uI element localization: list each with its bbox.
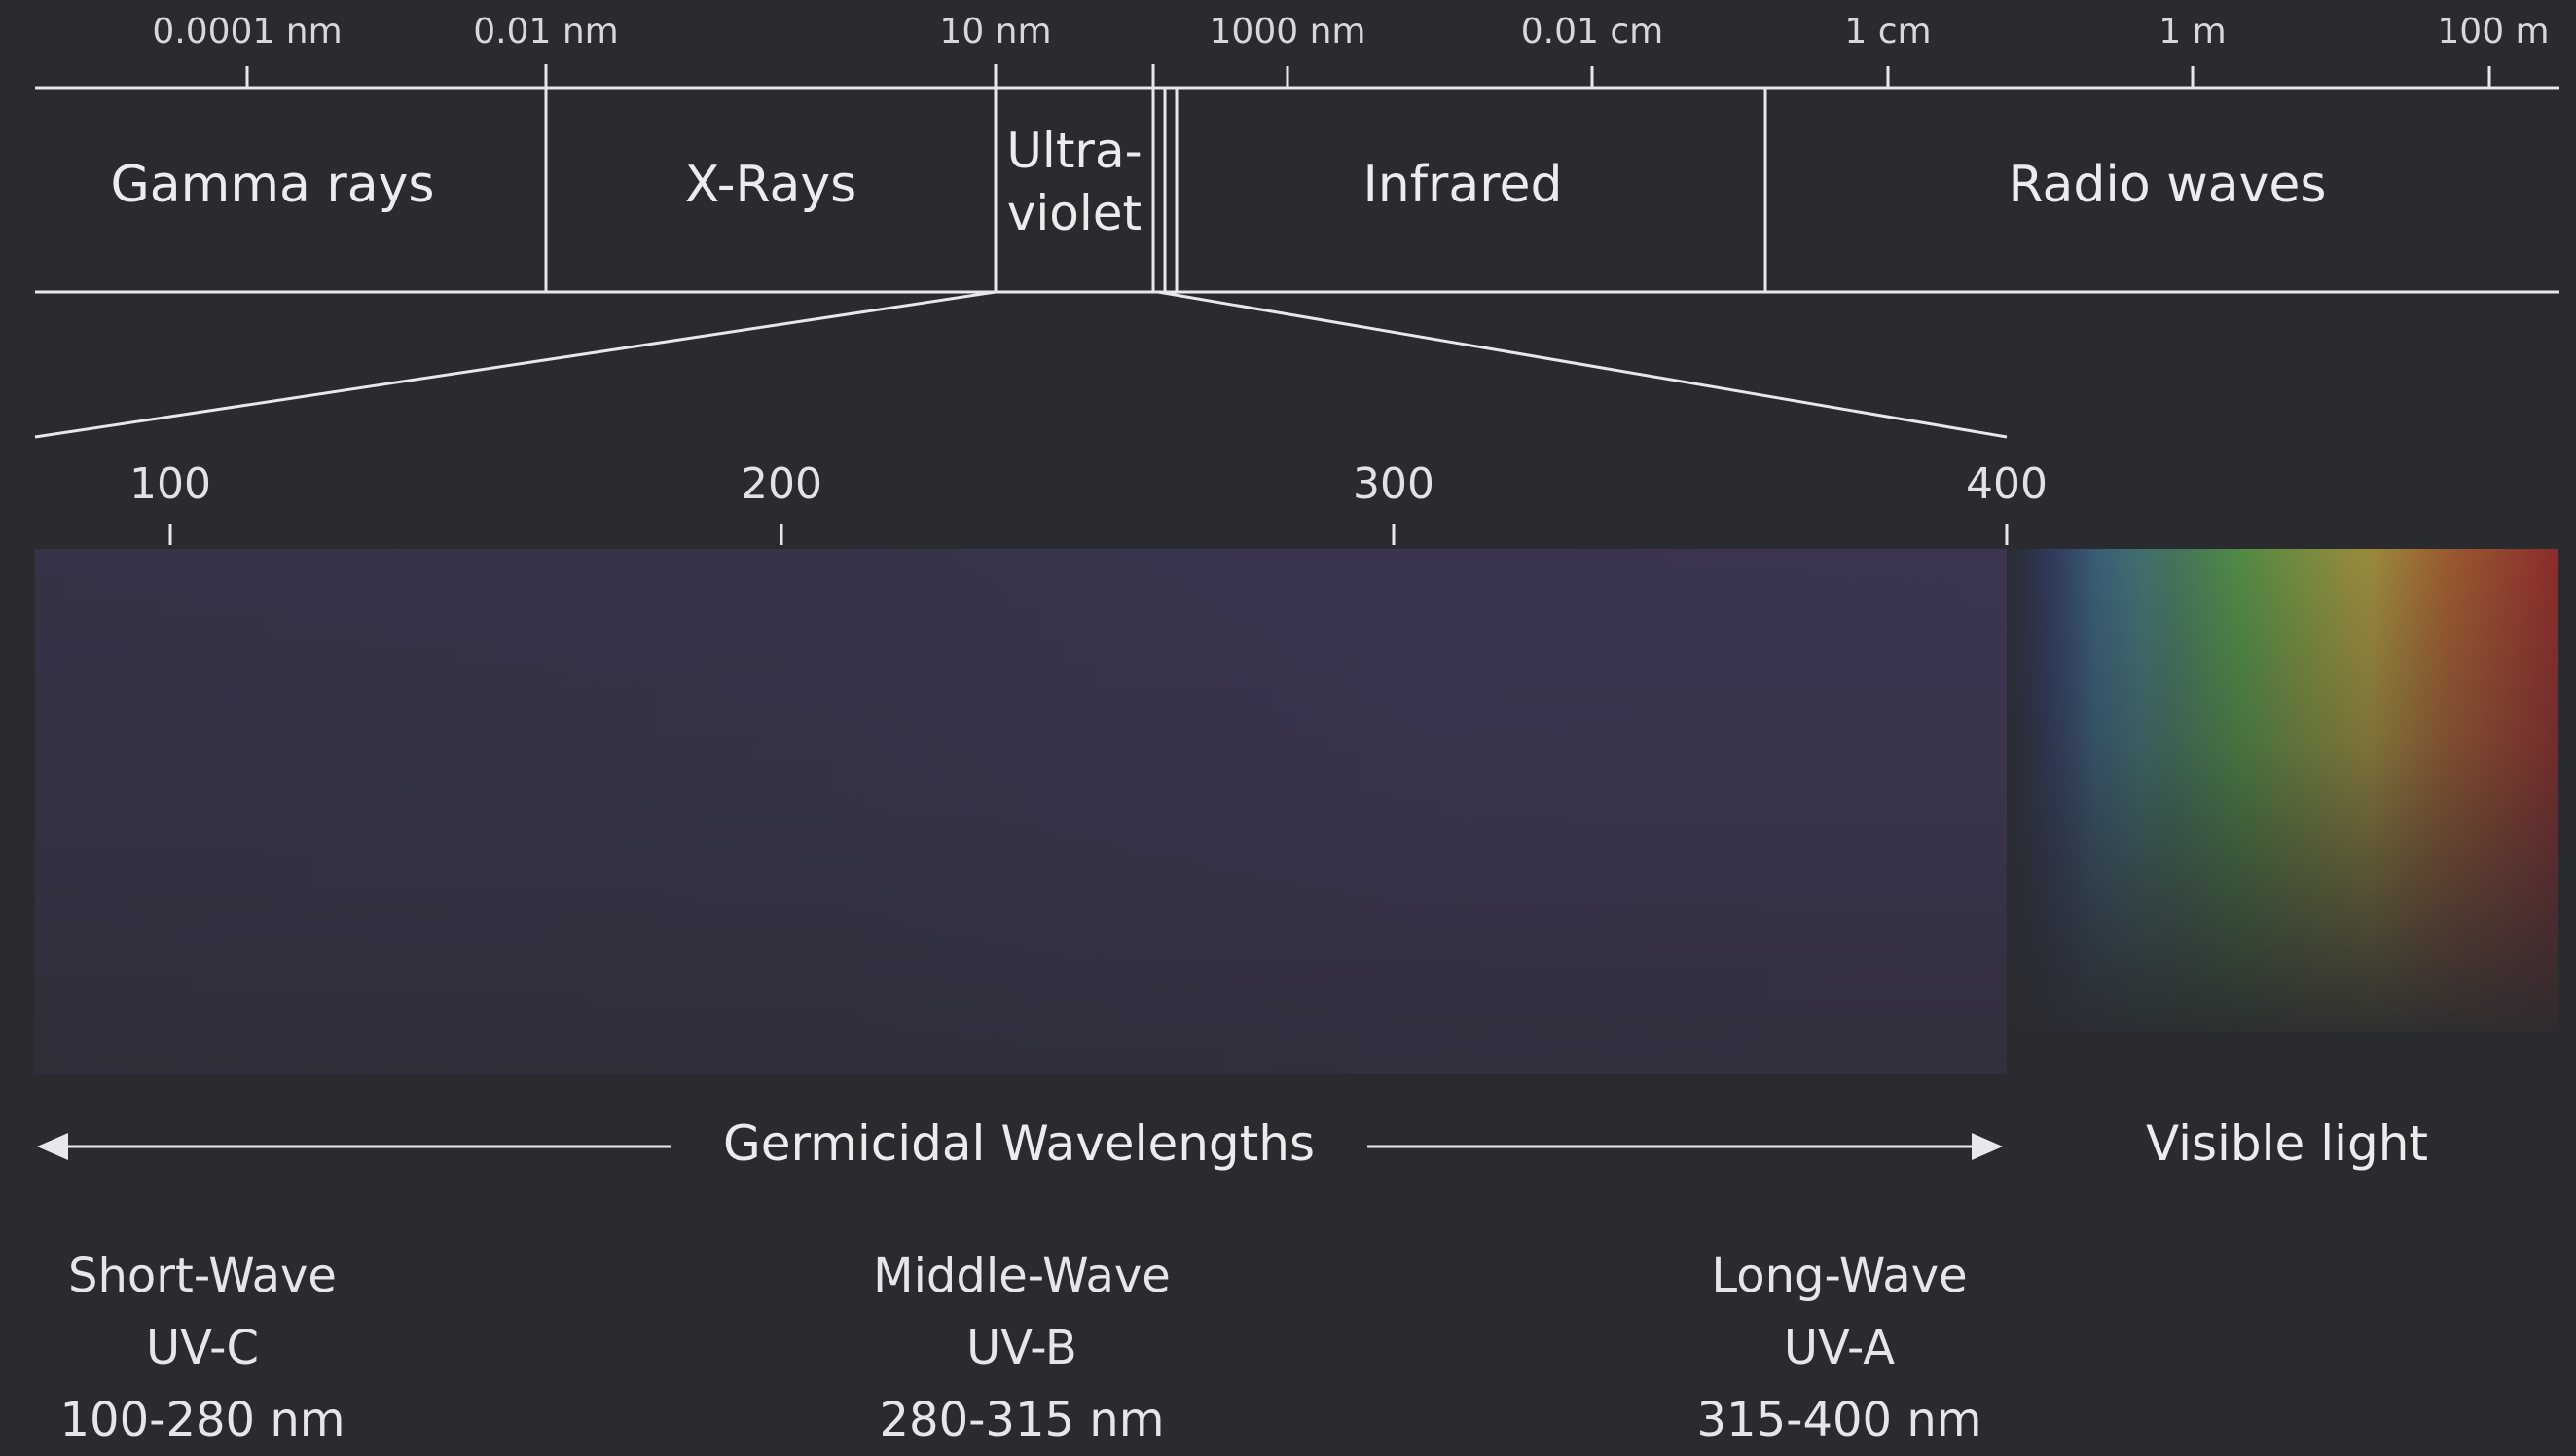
scale-label: 100 m	[2437, 12, 2550, 52]
scale-label: 0.0001 nm	[152, 12, 343, 52]
scale-label: 1 m	[2159, 12, 2227, 52]
category-range: 315-400 nm	[1696, 1393, 1982, 1447]
arrow-head-right	[1972, 1133, 2003, 1160]
scale-label: 1000 nm	[1209, 12, 1366, 52]
uv-tick-label: 200	[741, 459, 822, 509]
uv-spectrum-shade	[35, 549, 2007, 1074]
band-label-gamma: Gamma rays	[110, 156, 435, 214]
scale-label: 0.01 nm	[473, 12, 619, 52]
uv-b-category: Middle-Wave UV-B 280-315 nm	[873, 1240, 1171, 1456]
category-name: Long-Wave	[1711, 1249, 1968, 1303]
band-label-infrared: Infrared	[1362, 156, 1563, 214]
visible-light-label: Visible light	[2145, 1115, 2429, 1172]
band-label-radio: Radio waves	[2008, 156, 2327, 214]
visible-spectrum-edge	[2007, 549, 2143, 1032]
arrow-head-left	[37, 1133, 68, 1160]
uv-tick-label: 100	[129, 459, 211, 509]
category-name: Short-Wave	[68, 1249, 337, 1303]
uv-tick-label: 300	[1353, 459, 1434, 509]
scale-label: 1 cm	[1844, 12, 1932, 52]
band-label-uv-2: violet	[1006, 185, 1143, 241]
category-band: UV-B	[966, 1321, 1077, 1375]
band-label-xray: X-Rays	[684, 156, 857, 214]
category-range: 280-315 nm	[879, 1393, 1165, 1447]
germicidal-label: Germicidal Wavelengths	[723, 1115, 1315, 1172]
zoom-line-left	[34, 290, 997, 439]
category-band: UV-A	[1783, 1321, 1896, 1375]
zoom-line-right	[1157, 290, 2008, 439]
category-name: Middle-Wave	[873, 1249, 1171, 1303]
scale-label: 10 nm	[939, 12, 1052, 52]
scale-label: 0.01 cm	[1520, 12, 1664, 52]
category-band: UV-C	[146, 1321, 259, 1375]
band-label-uv-1: Ultra-	[1006, 123, 1143, 179]
uv-tick-label: 400	[1966, 459, 2048, 509]
uv-a-category: Long-Wave UV-A 315-400 nm	[1697, 1240, 1982, 1456]
uv-c-category: Short-Wave UV-C 100-280 nm	[60, 1240, 345, 1456]
category-range: 100-280 nm	[59, 1393, 345, 1447]
